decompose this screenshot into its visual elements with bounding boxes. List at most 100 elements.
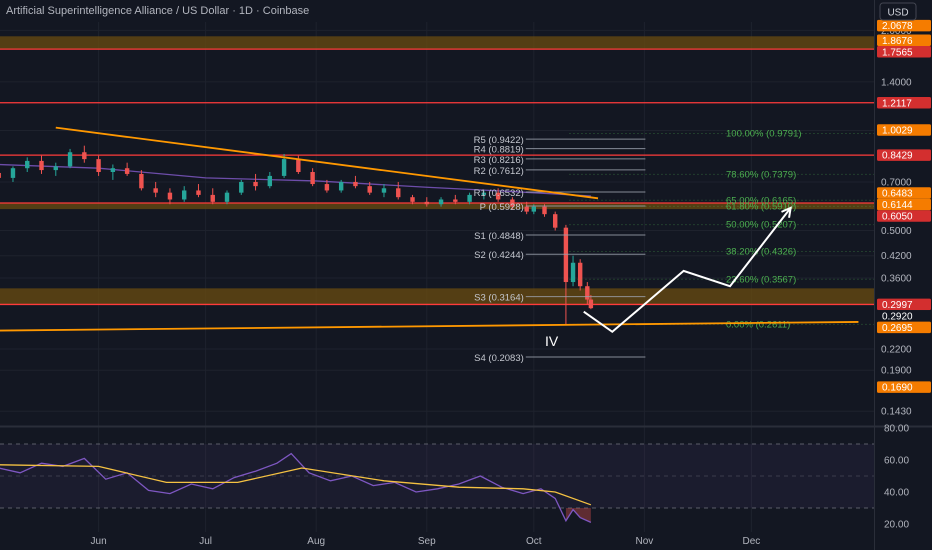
price-tag[interactable]: 1.8676 (877, 34, 931, 47)
candle[interactable] (553, 211, 558, 231)
price-tag[interactable]: 1.2117 (877, 97, 931, 109)
price-tick-label: 0.4200 (881, 251, 912, 262)
candle[interactable] (588, 294, 594, 310)
candle[interactable] (510, 197, 515, 210)
fib-level-label: 23.60% (0.3567) (726, 274, 796, 285)
candle[interactable] (153, 181, 158, 198)
pivot-level-label: S2 (0.4244) (474, 250, 524, 261)
candle-body (353, 181, 358, 187)
candle[interactable] (424, 197, 429, 207)
price-tick-label: 1.4000 (881, 77, 912, 88)
candle[interactable] (124, 162, 130, 176)
candle-body (253, 181, 258, 187)
candle-body (467, 194, 472, 202)
candle[interactable] (338, 179, 344, 193)
candle[interactable] (495, 188, 501, 202)
rsi-line (0, 452, 592, 523)
price-tag[interactable]: 0.2997 (877, 298, 931, 311)
candle[interactable] (481, 190, 487, 200)
price-tag[interactable]: 0.1690 (877, 381, 931, 394)
pivot-level-label: R4 (0.8819) (474, 145, 524, 156)
candle[interactable] (25, 157, 30, 173)
candle[interactable] (367, 181, 372, 195)
candle[interactable] (410, 194, 415, 205)
time-axis[interactable]: Jun Jul Aug Sep Oct Nov Dec (91, 536, 761, 547)
price-tag-label: 1.8676 (882, 36, 913, 47)
candle[interactable] (53, 162, 58, 176)
candle-body (224, 192, 230, 202)
rsi-pane (0, 443, 874, 523)
candle[interactable] (239, 179, 244, 195)
price-tag[interactable]: 0.6483 (877, 187, 931, 200)
price-tag-box (877, 187, 931, 199)
candle[interactable] (0, 170, 1, 180)
candle[interactable] (267, 172, 273, 189)
candle[interactable] (396, 181, 401, 200)
candle[interactable] (253, 173, 258, 191)
price-tag[interactable]: 0.6050 (877, 210, 931, 223)
candle[interactable] (139, 170, 144, 191)
candle[interactable] (96, 155, 101, 176)
price-tag[interactable]: 1.7565 (877, 46, 931, 58)
candle[interactable] (167, 188, 173, 205)
currency-button[interactable]: USD (879, 2, 917, 21)
candle-body (67, 152, 73, 167)
candle-body (124, 168, 130, 174)
candle[interactable] (563, 224, 569, 325)
candle[interactable] (196, 184, 201, 198)
candle[interactable] (10, 166, 16, 182)
candle[interactable] (577, 259, 583, 291)
price-tag[interactable]: 0.8429 (877, 149, 931, 162)
candle[interactable] (467, 192, 472, 205)
price-axis[interactable]: 2.00001.40001.00000.70000.50000.42000.36… (877, 19, 931, 531)
candle[interactable] (570, 255, 576, 287)
fib-level-label: 78.60% (0.7379) (726, 169, 796, 180)
candle-body (139, 173, 144, 189)
price-tag-box (877, 149, 931, 161)
candle[interactable] (110, 164, 116, 180)
candle[interactable] (210, 188, 215, 205)
candle[interactable] (438, 197, 444, 207)
price-tag[interactable]: 0.2695 (877, 321, 931, 334)
candle-body (481, 192, 487, 195)
price-tag-label: 0.2920 (882, 311, 913, 322)
currency-button-frame (879, 2, 917, 21)
rsi-tick-label: 60.00 (884, 456, 909, 467)
candles-layer[interactable] (0, 145, 594, 325)
price-tag[interactable]: 2.0678 (877, 19, 931, 32)
pivot-level-label: R1 (0.6532) (474, 188, 524, 199)
trendline-ascending_support (0, 321, 859, 332)
pivot-level-label: P (0.5928) (480, 202, 524, 213)
candle-body (542, 206, 547, 215)
candle[interactable] (39, 155, 44, 174)
candle[interactable] (453, 194, 458, 205)
candle[interactable] (224, 190, 230, 205)
candle[interactable] (324, 179, 330, 193)
candle-body (167, 192, 173, 200)
candle-body (324, 184, 330, 191)
price-tick-label: 2.0000 (881, 26, 912, 37)
candle-body (196, 190, 201, 195)
price-tag[interactable]: 0.6144 (877, 198, 931, 211)
candle[interactable] (524, 201, 529, 215)
price-tag-box (877, 321, 931, 334)
projection-layer[interactable]: IV (545, 206, 792, 349)
candle-body (396, 188, 401, 198)
price-tag-box (877, 298, 931, 311)
candle[interactable] (381, 184, 387, 198)
pivot-level-label: R5 (0.9422) (474, 135, 524, 146)
candle[interactable] (82, 145, 87, 163)
candle[interactable] (182, 186, 187, 202)
candle[interactable] (353, 175, 358, 189)
candle-body (82, 152, 87, 160)
price-tag[interactable]: 0.2920 (877, 310, 931, 322)
trendline-layer[interactable] (0, 126, 859, 332)
candle[interactable] (585, 282, 590, 305)
candle[interactable] (310, 168, 315, 187)
candle[interactable] (67, 148, 73, 169)
price-tag[interactable]: 1.0029 (877, 124, 931, 137)
candle-body (110, 168, 116, 173)
pivot-level-label: R2 (0.7612) (474, 166, 524, 177)
